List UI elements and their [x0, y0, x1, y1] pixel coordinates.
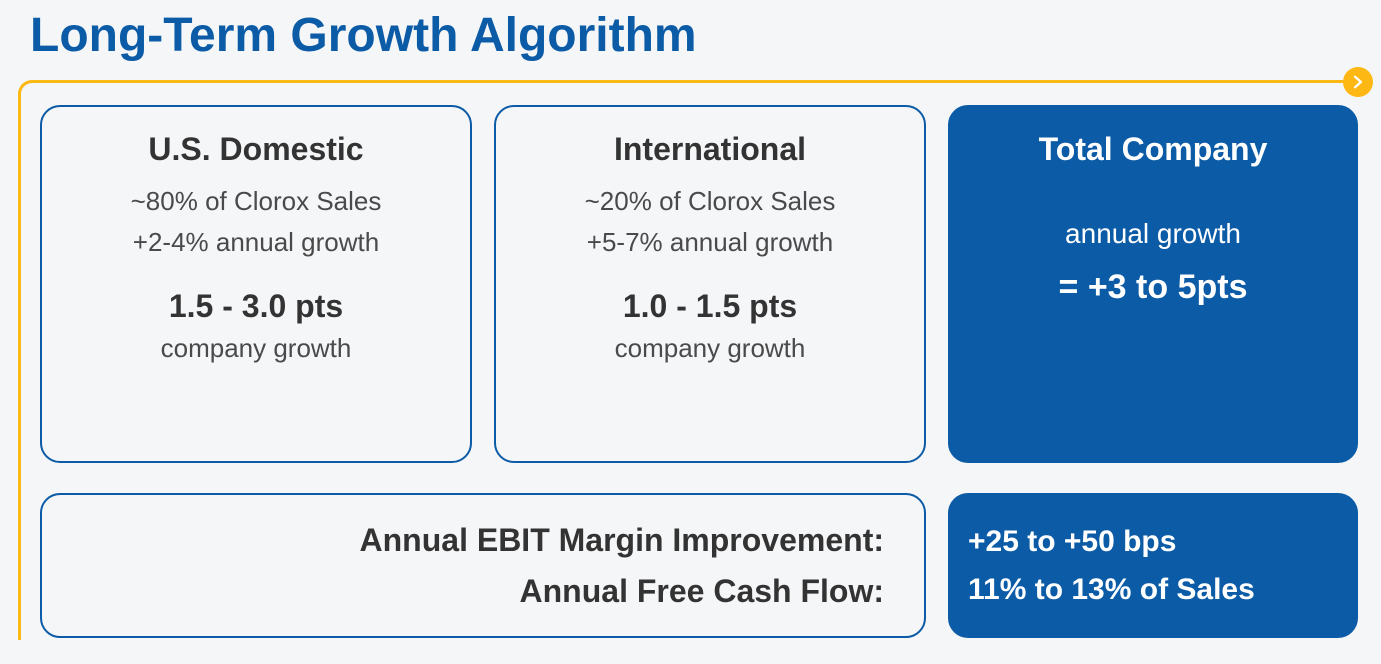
slide: Long-Term Growth Algorithm U.S. Domestic… — [0, 0, 1381, 664]
cards-row: U.S. Domestic ~80% of Clorox Sales +2-4%… — [40, 105, 1360, 463]
page-title: Long-Term Growth Algorithm — [30, 8, 697, 63]
ebit-label: Annual EBIT Margin Improvement: — [62, 522, 884, 559]
card-domestic-line2: +2-4% annual growth — [62, 227, 450, 258]
bottom-left-panel: Annual EBIT Margin Improvement: Annual F… — [40, 493, 926, 638]
card-international: International ~20% of Clorox Sales +5-7%… — [494, 105, 926, 463]
card-international-metric-sub: company growth — [516, 333, 904, 364]
card-international-line1: ~20% of Clorox Sales — [516, 186, 904, 217]
card-international-metric: 1.0 - 1.5 pts — [516, 288, 904, 325]
fcf-label: Annual Free Cash Flow: — [62, 573, 884, 610]
card-international-heading: International — [516, 131, 904, 168]
arrow-right-icon — [1343, 67, 1373, 97]
card-total-line1: annual growth — [970, 218, 1336, 250]
card-international-line2: +5-7% annual growth — [516, 227, 904, 258]
fcf-value: 11% to 13% of Sales — [968, 573, 1338, 607]
card-domestic: U.S. Domestic ~80% of Clorox Sales +2-4%… — [40, 105, 472, 463]
bottom-right-panel: +25 to +50 bps 11% to 13% of Sales — [948, 493, 1358, 638]
ebit-value: +25 to +50 bps — [968, 525, 1338, 559]
card-domestic-line1: ~80% of Clorox Sales — [62, 186, 450, 217]
card-total-heading: Total Company — [970, 131, 1336, 168]
card-domestic-metric-sub: company growth — [62, 333, 450, 364]
card-total-metric: = +3 to 5pts — [970, 268, 1336, 307]
card-total: Total Company annual growth = +3 to 5pts — [948, 105, 1358, 463]
card-domestic-heading: U.S. Domestic — [62, 131, 450, 168]
bottom-row: Annual EBIT Margin Improvement: Annual F… — [40, 493, 1360, 638]
card-domestic-metric: 1.5 - 3.0 pts — [62, 288, 450, 325]
